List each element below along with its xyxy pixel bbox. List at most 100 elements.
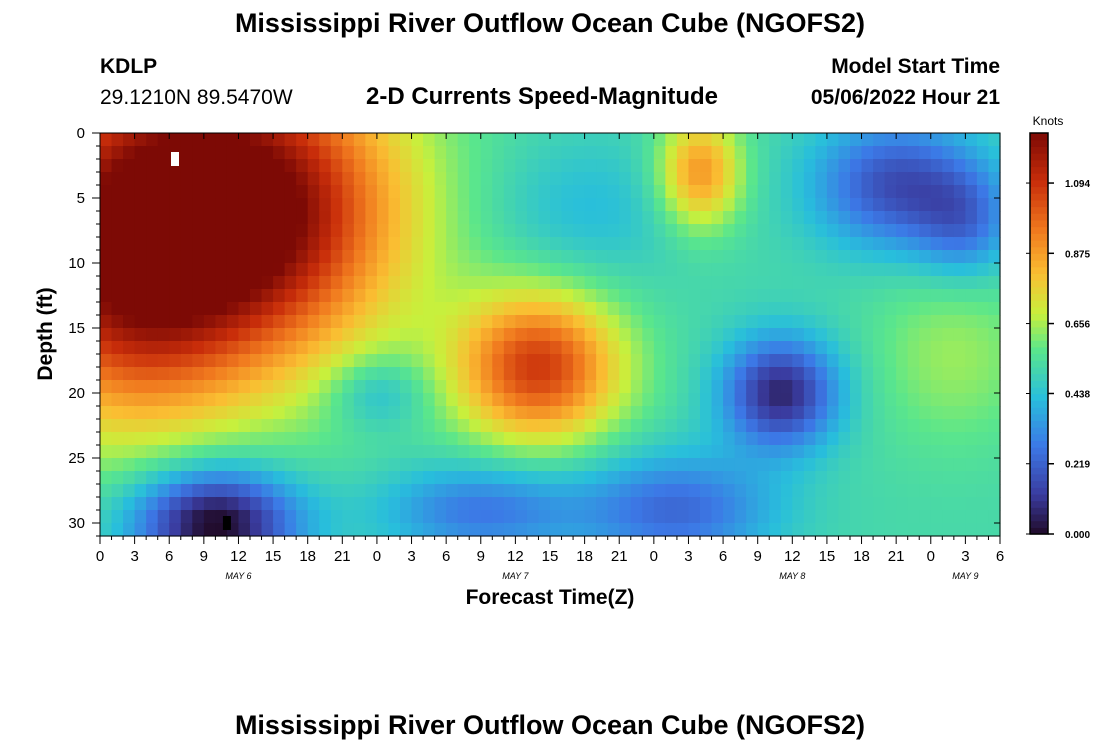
heatmap-cell: [976, 302, 990, 316]
heatmap-cell: [953, 224, 966, 238]
heatmap-cell: [284, 237, 297, 251]
heatmap-cell: [907, 393, 920, 407]
heatmap-cell: [307, 172, 320, 186]
heatmap-cell: [515, 315, 528, 329]
heatmap-cell: [723, 289, 736, 303]
heatmap-cell: [861, 263, 874, 277]
heatmap-cell: [469, 393, 482, 407]
heatmap-cell: [688, 224, 701, 238]
heatmap-cell: [907, 406, 920, 420]
heatmap-cell: [642, 419, 655, 433]
heatmap-cell: [400, 341, 413, 355]
heatmap-cell: [619, 419, 632, 433]
heatmap-cell: [896, 419, 909, 433]
heatmap-cell: [746, 432, 759, 446]
heatmap-cell: [607, 159, 620, 173]
heatmap-cell: [503, 458, 516, 472]
heatmap-cell: [342, 341, 355, 355]
heatmap-cell: [526, 419, 540, 433]
heatmap-cell: [757, 497, 770, 511]
heatmap-cell: [607, 471, 620, 485]
heatmap-cell: [619, 302, 632, 316]
heatmap-cell: [100, 341, 113, 355]
heatmap-cell: [111, 406, 124, 420]
heatmap-cell: [815, 224, 828, 238]
heatmap-cell: [988, 380, 1001, 394]
heatmap-cell: [319, 406, 332, 420]
heatmap-cell: [780, 458, 793, 472]
heatmap-cell: [942, 250, 955, 264]
heatmap-cell: [123, 354, 136, 368]
heatmap-cell: [411, 523, 424, 537]
heatmap-cell: [584, 523, 597, 537]
heatmap-cell: [653, 419, 666, 433]
heatmap-cell: [250, 484, 263, 498]
heatmap-cell: [607, 380, 620, 394]
heatmap-cell: [896, 328, 909, 342]
heatmap-cell: [826, 133, 840, 147]
heatmap-cell: [203, 328, 216, 342]
heatmap-cell: [365, 198, 378, 212]
heatmap-cell: [861, 471, 874, 485]
heatmap-cell: [169, 445, 182, 459]
heatmap-cell: [688, 315, 701, 329]
heatmap-cell: [688, 146, 701, 160]
heatmap-cell: [376, 159, 390, 173]
heatmap-cell: [550, 341, 563, 355]
heatmap-cell: [688, 198, 701, 212]
heatmap-cell: [192, 289, 205, 303]
heatmap-cell: [850, 237, 863, 251]
heatmap-cell: [815, 185, 828, 199]
heatmap-cell: [942, 393, 955, 407]
heatmap-cell: [630, 471, 643, 485]
heatmap-cell: [250, 341, 263, 355]
heatmap-cell: [503, 354, 516, 368]
colorbar-band: [1030, 320, 1048, 328]
heatmap-cell: [884, 445, 897, 459]
heatmap-cell: [215, 172, 228, 186]
heatmap-cell: [169, 393, 182, 407]
heatmap-cell: [157, 419, 170, 433]
heatmap-cell: [273, 224, 286, 238]
heatmap-cell: [838, 484, 851, 498]
heatmap-cell: [723, 224, 736, 238]
heatmap-cell: [896, 445, 909, 459]
heatmap-cell: [838, 211, 851, 225]
heatmap-cell: [515, 224, 528, 238]
heatmap-cell: [111, 510, 124, 524]
heatmap-cell: [296, 237, 309, 251]
heatmap-cell: [826, 393, 840, 407]
heatmap-cell: [826, 510, 840, 524]
heatmap-cell: [550, 289, 563, 303]
heatmap-cell: [423, 432, 436, 446]
heatmap-cell: [573, 458, 586, 472]
heatmap-cell: [261, 393, 274, 407]
heatmap-cell: [561, 367, 574, 381]
heatmap-cell: [596, 146, 609, 160]
heatmap-cell: [376, 276, 390, 290]
heatmap-cell: [642, 354, 655, 368]
heatmap-cell: [826, 341, 840, 355]
heatmap-cell: [896, 276, 909, 290]
heatmap-cell: [192, 341, 205, 355]
heatmap-cell: [780, 198, 793, 212]
heatmap-cell: [815, 354, 828, 368]
heatmap-cell: [700, 237, 713, 251]
heatmap-cell: [780, 315, 793, 329]
heatmap-cell: [353, 341, 366, 355]
heatmap-cell: [353, 198, 366, 212]
heatmap-cell: [665, 315, 678, 329]
heatmap-cell: [400, 276, 413, 290]
heatmap-cell: [342, 224, 355, 238]
heatmap-cell: [446, 133, 459, 147]
heatmap-cell: [792, 133, 805, 147]
heatmap-cell: [538, 406, 551, 420]
day-label: MAY 9: [952, 571, 978, 581]
heatmap-cell: [111, 211, 124, 225]
heatmap-cell: [376, 172, 390, 186]
heatmap-cell: [250, 406, 263, 420]
heatmap-cell: [561, 445, 574, 459]
heatmap-cell: [792, 172, 805, 186]
heatmap-cell: [803, 172, 816, 186]
heatmap-cell: [584, 159, 597, 173]
